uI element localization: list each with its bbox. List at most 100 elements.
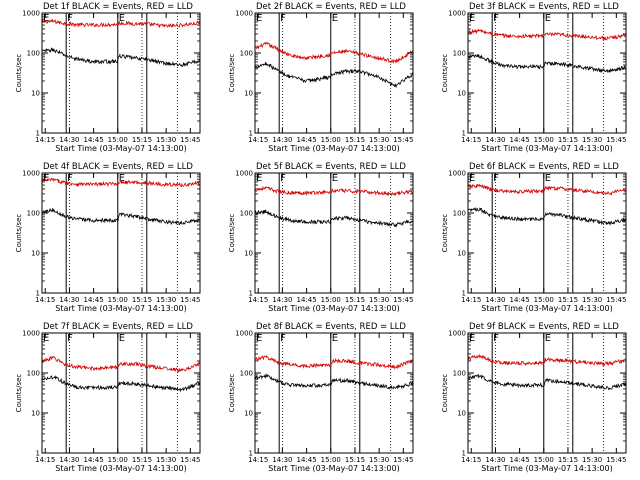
- y-tick-label: 10: [31, 410, 40, 418]
- x-tick-label: 15:30: [369, 296, 389, 304]
- x-tick-label: 15:45: [606, 136, 626, 144]
- x-axis-label: Start Time (03-May-07 14:13:00): [55, 464, 186, 473]
- y-tick-label: 1000: [22, 330, 40, 338]
- x-axis-label: Start Time (03-May-07 14:13:00): [55, 144, 186, 153]
- chart-title: Det 4f BLACK = Events, RED = LLD: [43, 162, 193, 172]
- y-tick-label: 1000: [448, 10, 466, 18]
- x-tick-label: 15:15: [558, 136, 578, 144]
- x-tick-label: 15:15: [132, 456, 152, 464]
- detector-panel: Det 2f BLACK = Events, RED = LLD E F E 1 10 10…: [213, 0, 426, 160]
- y-tick-label: 1000: [235, 10, 253, 18]
- y-tick-label: 1: [462, 290, 466, 298]
- x-tick-label: 14:30: [272, 136, 292, 144]
- y-tick-label: 1: [36, 130, 40, 138]
- detector-panel: Det 8f BLACK = Events, RED = LLD E F E 1 10 10…: [213, 320, 426, 480]
- plot-frame: [254, 332, 414, 454]
- y-axis-label: Counts/sec: [15, 214, 23, 253]
- y-axis-label: Counts/sec: [15, 54, 23, 93]
- x-tick-label: 15:45: [180, 296, 200, 304]
- y-tick-label: 1: [462, 450, 466, 458]
- x-tick-label: 15:30: [369, 456, 389, 464]
- x-axis-label: Start Time (03-May-07 14:13:00): [268, 304, 399, 313]
- detector-panel: Det 5f BLACK = Events, RED = LLD E F E 1 10 10…: [213, 160, 426, 320]
- segment-label: F: [280, 173, 286, 184]
- segment-label: E: [43, 13, 49, 24]
- segment-label: E: [469, 333, 475, 344]
- x-tick-label: 15:00: [534, 296, 554, 304]
- y-axis-label: Counts/sec: [228, 54, 236, 93]
- x-tick-label: 15:30: [582, 456, 602, 464]
- x-tick-label: 14:15: [461, 296, 481, 304]
- series-line-events-black: [467, 207, 626, 226]
- x-tick-label: 14:15: [461, 456, 481, 464]
- segment-label: E: [119, 13, 125, 24]
- x-axis-label: Start Time (03-May-07 14:13:00): [481, 304, 612, 313]
- x-tick-label: 15:30: [156, 296, 176, 304]
- x-tick-label: 14:30: [59, 136, 79, 144]
- segment-label: E: [256, 333, 262, 344]
- segment-label: E: [119, 333, 125, 344]
- detector-panel: Det 9f BLACK = Events, RED = LLD E F E 1 10 10…: [426, 320, 639, 480]
- x-tick-label: 15:00: [534, 456, 554, 464]
- y-axis-label: Counts/sec: [441, 374, 449, 413]
- x-tick-label: 15:00: [321, 456, 341, 464]
- y-tick-label: 10: [457, 410, 466, 418]
- series-line-lld-red: [467, 353, 626, 367]
- y-tick-label: 100: [27, 210, 40, 218]
- segment-label: F: [280, 13, 286, 24]
- x-tick-label: 15:45: [180, 456, 200, 464]
- detector-panel: Det 6f BLACK = Events, RED = LLD E F E 1 10 10…: [426, 160, 639, 320]
- series-line-lld-red: [41, 18, 200, 29]
- segment-label: E: [43, 173, 49, 184]
- x-axis-label: Start Time (03-May-07 14:13:00): [268, 144, 399, 153]
- segment-label: F: [493, 333, 499, 344]
- x-tick-label: 14:15: [248, 456, 268, 464]
- y-tick-label: 10: [31, 90, 40, 98]
- x-axis-label: Start Time (03-May-07 14:13:00): [481, 144, 612, 153]
- detector-panel: Det 7f BLACK = Events, RED = LLD E F E 1 10 10…: [0, 320, 213, 480]
- x-tick-label: 14:30: [485, 296, 505, 304]
- series-line-events-black: [254, 209, 413, 228]
- segment-label: F: [493, 173, 499, 184]
- segment-label: E: [545, 13, 551, 24]
- y-tick-label: 1000: [235, 170, 253, 178]
- series-line-events-black: [467, 373, 626, 391]
- y-tick-label: 10: [244, 410, 253, 418]
- y-axis-label: Counts/sec: [228, 214, 236, 253]
- y-tick-label: 1000: [22, 170, 40, 178]
- x-tick-label: 14:30: [485, 456, 505, 464]
- y-axis-label: Counts/sec: [228, 374, 236, 413]
- x-tick-label: 14:45: [509, 456, 529, 464]
- detector-panel: Det 3f BLACK = Events, RED = LLD E F E 1 10 10…: [426, 0, 639, 160]
- x-tick-label: 15:15: [558, 456, 578, 464]
- series-line-events-black: [467, 53, 626, 74]
- plot-frame: [467, 332, 627, 454]
- y-tick-label: 1: [249, 450, 253, 458]
- series-line-events-black: [41, 208, 200, 226]
- x-tick-label: 15:45: [606, 456, 626, 464]
- x-tick-label: 14:45: [83, 456, 103, 464]
- x-tick-label: 15:00: [108, 136, 128, 144]
- y-tick-label: 100: [453, 50, 466, 58]
- x-tick-label: 14:45: [509, 136, 529, 144]
- chart-title: Det 1f BLACK = Events, RED = LLD: [43, 2, 193, 12]
- detector-panel: Det 1f BLACK = Events, RED = LLD E F E 1 10 10…: [0, 0, 213, 160]
- chart-title: Det 6f BLACK = Events, RED = LLD: [469, 162, 619, 172]
- x-axis-label: Start Time (03-May-07 14:13:00): [481, 464, 612, 473]
- segment-label: E: [332, 13, 338, 24]
- plot-frame: [467, 172, 627, 294]
- y-tick-label: 10: [457, 250, 466, 258]
- chart-title: Det 3f BLACK = Events, RED = LLD: [469, 2, 619, 12]
- y-tick-label: 100: [453, 370, 466, 378]
- plot-frame: [254, 172, 414, 294]
- y-tick-label: 1: [462, 130, 466, 138]
- x-tick-label: 15:15: [345, 296, 365, 304]
- y-tick-label: 100: [27, 370, 40, 378]
- series-line-lld-red: [41, 355, 200, 373]
- x-tick-label: 14:15: [35, 136, 55, 144]
- x-tick-label: 15:30: [582, 296, 602, 304]
